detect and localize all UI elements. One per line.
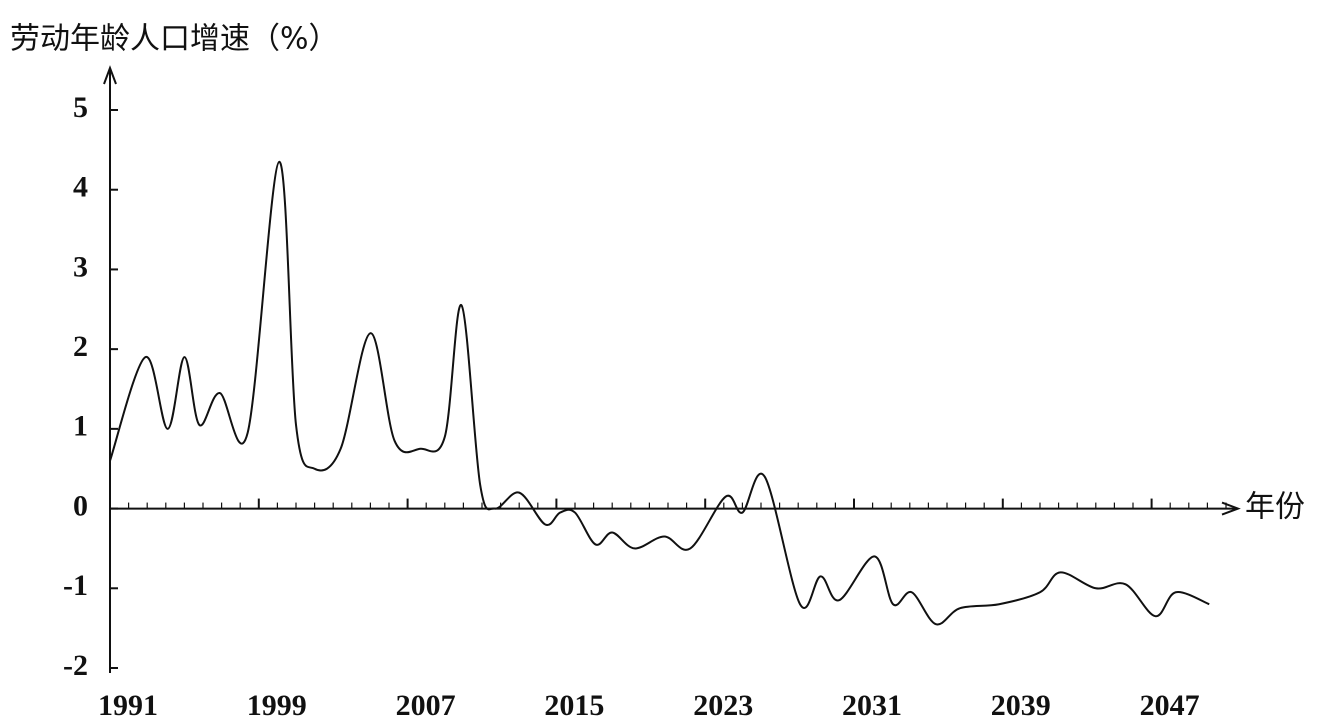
line <box>109 160 1210 626</box>
y-tick-label: 4 <box>73 171 88 204</box>
x-tick-label: 2007 <box>396 689 456 722</box>
y-axis-arrow <box>103 65 117 85</box>
x-tick-label: 2015 <box>544 689 604 722</box>
x-tick-label: 1999 <box>247 689 307 722</box>
y-tick-label: 2 <box>73 330 88 363</box>
y-tick-label: 5 <box>73 91 88 124</box>
x-tick-label: 2039 <box>991 689 1051 722</box>
x-axis-label: 年份 <box>1245 490 1305 525</box>
x-tick-label: 2047 <box>1140 689 1200 722</box>
x-axis-arrow <box>1221 501 1241 516</box>
x-tick-label: 2031 <box>842 689 902 722</box>
x-tick-label: 1991 <box>98 689 158 722</box>
y-tick-label: 1 <box>73 410 88 443</box>
y-tick-label: -1 <box>63 569 88 602</box>
y-tick-label: -2 <box>63 649 88 682</box>
y-axis-label: 劳动年龄人口增速（%） <box>10 22 339 57</box>
x-tick-label: 2023 <box>693 689 753 722</box>
y-tick-label: 3 <box>73 250 88 283</box>
y-tick-label: 0 <box>73 489 88 522</box>
